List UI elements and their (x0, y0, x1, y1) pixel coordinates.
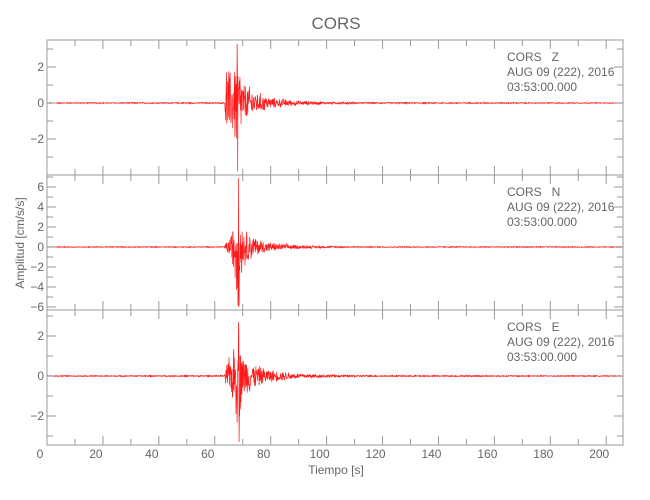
y-tick-label: 2 (37, 220, 44, 234)
y-tick-label: −6 (30, 300, 44, 314)
y-tick-label: 2 (37, 60, 44, 74)
x-tick-label: 0 (37, 447, 44, 461)
y-tick-label: −2 (30, 132, 44, 146)
panel-date-label: AUG 09 (222), 2016 (507, 200, 615, 214)
panel-frame (46, 309, 624, 446)
waveform-trace (46, 177, 624, 307)
y-tick-label: −4 (30, 280, 44, 294)
y-tick-label: −2 (30, 260, 44, 274)
panel-station-label: CORS Z (507, 50, 559, 64)
x-tick-label: 140 (421, 447, 441, 461)
y-tick-label: 0 (37, 240, 44, 254)
chart-title: CORS (311, 14, 360, 33)
x-tick-label: 100 (310, 447, 330, 461)
panel-date-label: AUG 09 (222), 2016 (507, 335, 615, 349)
x-tick-label: 40 (145, 447, 159, 461)
panel-time-label: 03:53:00.000 (507, 215, 577, 229)
x-tick-label: 180 (533, 447, 553, 461)
panel-time-label: 03:53:00.000 (507, 350, 577, 364)
panel-time-label: 03:53:00.000 (507, 80, 577, 94)
x-tick-label: 120 (366, 447, 386, 461)
x-tick-label: 20 (89, 447, 103, 461)
x-tick-label: 80 (257, 447, 271, 461)
y-tick-label: 2 (37, 329, 44, 343)
panel-station-label: CORS N (507, 185, 560, 199)
x-tick-label: 160 (477, 447, 497, 461)
x-tick-label: 200 (589, 447, 609, 461)
waveform-trace (46, 43, 624, 172)
waveform-trace (46, 321, 624, 443)
panel-station-label: CORS E (507, 320, 560, 334)
y-tick-label: 6 (37, 180, 44, 194)
panel-date-label: AUG 09 (222), 2016 (507, 65, 615, 79)
x-axis-label: Tiempo [s] (308, 463, 364, 477)
y-tick-label: −2 (30, 409, 44, 423)
x-tick-label: 60 (201, 447, 215, 461)
y-tick-label: 0 (37, 369, 44, 383)
y-tick-label: 0 (37, 96, 44, 110)
y-tick-label: 4 (37, 200, 44, 214)
y-axis-label: Amplitud [cm/s/s] (13, 197, 27, 288)
